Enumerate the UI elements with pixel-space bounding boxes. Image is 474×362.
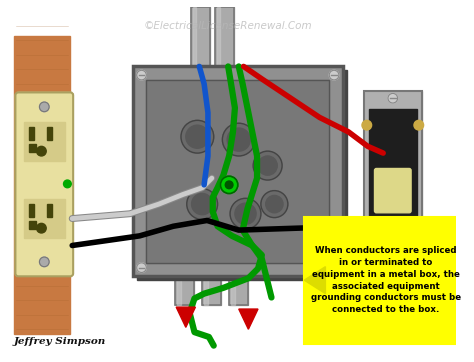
Circle shape	[187, 189, 218, 219]
Bar	[215, 7, 234, 67]
Text: Jeffrey Simpson: Jeffrey Simpson	[14, 337, 106, 346]
Circle shape	[253, 151, 282, 180]
Circle shape	[137, 263, 146, 273]
Bar	[364, 92, 422, 289]
Circle shape	[235, 203, 256, 224]
Bar	[231, 243, 235, 305]
Circle shape	[362, 120, 372, 130]
FancyBboxPatch shape	[15, 92, 73, 276]
Bar	[192, 7, 196, 67]
Circle shape	[362, 250, 372, 260]
Text: ©ElectricalLicenseRenewal.Com: ©ElectricalLicenseRenewal.Com	[144, 21, 312, 31]
Bar	[229, 243, 248, 305]
Bar	[304, 216, 468, 344]
Bar	[364, 92, 422, 289]
Circle shape	[39, 102, 49, 112]
Polygon shape	[176, 307, 195, 327]
FancyBboxPatch shape	[374, 168, 411, 213]
Bar	[133, 67, 343, 276]
Bar	[217, 7, 220, 67]
Bar	[29, 144, 36, 152]
Bar	[202, 243, 221, 305]
Bar	[191, 7, 210, 67]
Bar	[24, 199, 64, 238]
Circle shape	[191, 194, 213, 215]
Circle shape	[258, 156, 277, 175]
Circle shape	[266, 195, 283, 213]
Bar	[29, 204, 34, 216]
Circle shape	[222, 123, 255, 156]
Bar	[24, 122, 64, 161]
Circle shape	[227, 128, 250, 151]
Circle shape	[414, 250, 424, 260]
Bar	[146, 80, 329, 263]
Circle shape	[36, 223, 46, 233]
Circle shape	[388, 93, 398, 103]
Bar	[204, 243, 208, 305]
Circle shape	[261, 191, 288, 218]
Circle shape	[230, 198, 261, 229]
Polygon shape	[239, 309, 258, 329]
Circle shape	[181, 120, 214, 153]
Bar	[146, 80, 329, 263]
Circle shape	[388, 277, 398, 287]
Bar	[29, 222, 36, 229]
Bar	[229, 243, 248, 305]
Bar	[215, 7, 234, 67]
Circle shape	[414, 120, 424, 130]
Circle shape	[357, 247, 365, 254]
Circle shape	[137, 70, 146, 80]
Circle shape	[186, 125, 209, 148]
Bar	[47, 127, 52, 140]
Circle shape	[39, 257, 49, 267]
Circle shape	[64, 180, 71, 188]
Bar	[14, 35, 70, 334]
Bar	[202, 243, 221, 305]
Bar	[47, 204, 52, 216]
Circle shape	[36, 146, 46, 156]
Bar	[29, 127, 34, 140]
Text: When conductors are spliced
in or terminated to
equipment in a metal box, the
as: When conductors are spliced in or termin…	[311, 246, 461, 314]
Circle shape	[225, 181, 233, 189]
Circle shape	[220, 176, 238, 194]
Bar	[175, 243, 194, 305]
Bar	[369, 109, 417, 272]
Bar	[133, 67, 343, 276]
Polygon shape	[304, 267, 326, 294]
Circle shape	[329, 70, 339, 80]
Bar	[137, 70, 346, 280]
Bar	[177, 243, 181, 305]
Circle shape	[329, 263, 339, 273]
Bar	[175, 243, 194, 305]
Bar	[191, 7, 210, 67]
